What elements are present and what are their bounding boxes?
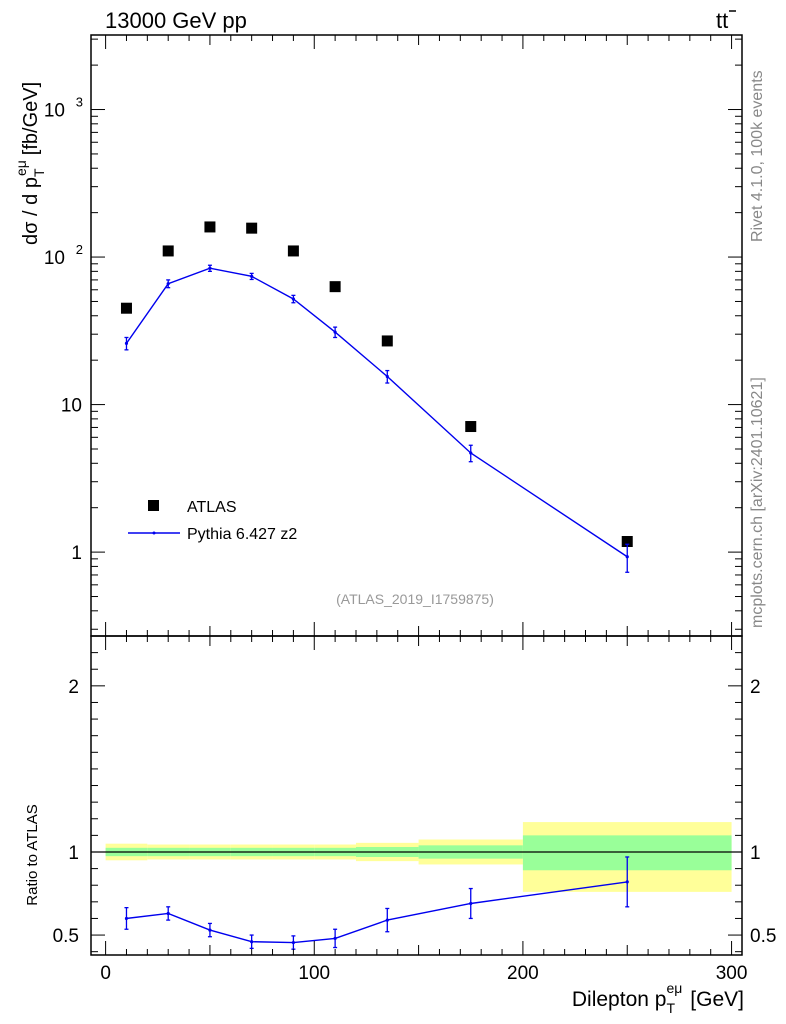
main-y-tick-label: 1 [71,543,82,564]
legend-pythia-marker [152,531,156,535]
x-label-text: Dilepton p [572,988,667,1011]
ratio-y-axis-label: Ratio to ATLAS [24,804,41,905]
x-axis-label: Dilepton pTeμ [GeV] [572,980,744,1016]
ratio-frame [90,635,743,956]
atlas-data-point [329,281,341,293]
process-antitop-quark: t [722,8,728,33]
legend-pythia-label: Pythia 6.427 z2 [187,526,297,543]
pythia-data-point [124,341,129,345]
pythia-data-point [166,282,170,286]
rivet-label: Rivet 4.1.0, 100k events [749,70,766,242]
main-y-tick-label: 10 [44,101,65,122]
panel-frames [90,34,743,956]
atlas-data-point [287,245,299,257]
x-label-sup: eμ [666,980,682,996]
ratio-y-tick-label: 2 [68,677,79,698]
main-y-label-sup: eμ [13,160,29,176]
x-tick-label: 100 [298,963,330,984]
source-label: mcplots.cern.ch [arXiv:2401.10621] [749,377,766,628]
main-y-axis-label: dσ / d pTeμ [fb/GeV] [13,82,47,245]
x-tick-label: 200 [507,963,539,984]
pythia-data-point [625,555,629,559]
legend-atlas-marker [148,500,159,511]
ratio-data-point [208,928,212,932]
atlas-data-point [162,245,174,257]
x-label-unit: [GeV] [690,988,744,1011]
axis-ticks [91,35,742,955]
pythia-data-point [208,266,212,270]
collision-label: 13000 GeV pp [105,8,247,33]
ratio-data-point [291,940,295,945]
atlas-data-point [246,222,258,234]
ratio-y-tick-label-right: 1 [750,843,761,864]
atlas-data-point [465,421,477,433]
main-y-tick-label: 10 [44,248,65,269]
analysis-tag: (ATLAS_2019_I1759875) [336,591,494,607]
ratio-data-point [166,911,170,916]
pythia-data-point [291,297,295,301]
main-y-label-unit: [fb/GeV] [20,82,42,155]
pythia-data-point [385,374,389,379]
main-y-tick-exponent: 3 [76,95,83,110]
main-y-tick-exponent: 2 [76,242,83,257]
ratio-data-point [124,916,129,921]
ratio-data-point [625,880,629,884]
ratio-y-tick-label-right: 0.5 [750,926,776,947]
atlas-data-point [381,335,393,347]
atlas-data-point [120,302,132,314]
main-y-tick-label: 10 [61,396,82,417]
ratio-y-tick-label: 1 [68,843,79,864]
ratio-data-point [469,901,473,906]
ratio-data-point [250,940,254,944]
ratio-y-tick-label-right: 2 [750,677,761,698]
x-tick-label: 0 [100,963,111,984]
process-top-quark: t [716,8,722,33]
main-series [120,221,633,573]
legend-atlas-label: ATLAS [187,499,237,516]
pythia-data-point [250,274,254,278]
ratio-uncertainty-bands [91,822,742,892]
x-label-sub: T [666,1000,675,1016]
atlas-data-point [621,536,633,548]
pythia-data-point [333,330,337,334]
ratio-data-point [385,918,389,922]
legend: ATLAS Pythia 6.427 z2 [128,499,297,543]
main-y-label-text: dσ / d p [20,177,42,245]
process-label: tt [716,8,728,33]
x-tick-label: 300 [716,963,748,984]
ratio-data-point [333,936,337,940]
ratio-y-tick-label: 0.5 [53,926,79,947]
pythia-data-point [469,451,473,455]
atlas-data-point [204,221,216,233]
ratio-series [124,856,630,950]
main-frame [90,34,743,637]
main-y-label-sub: T [31,168,47,177]
